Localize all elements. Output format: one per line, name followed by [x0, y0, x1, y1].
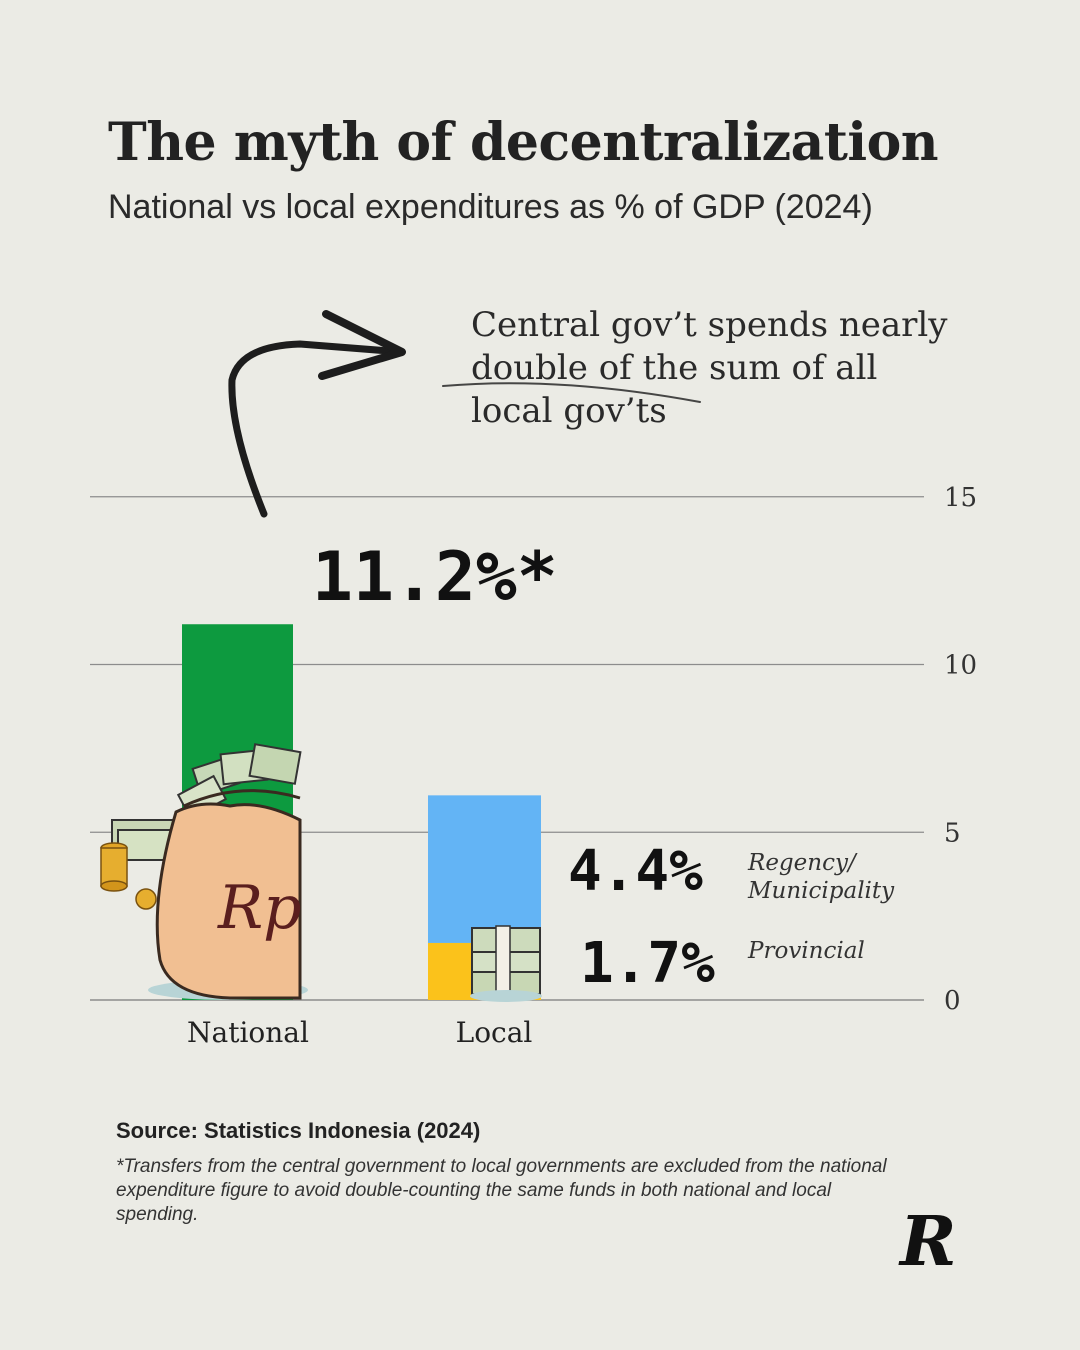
segment-label-regency-2: Municipality: [747, 878, 895, 904]
callout-line-1: Central gov’t spends nearly: [471, 305, 948, 345]
y-tick-label-10: 10: [944, 651, 977, 681]
y-tick-label-0: 0: [944, 986, 961, 1016]
chart-title: The myth of decentralization: [108, 112, 939, 173]
callout-line-3: local gov’ts: [471, 391, 667, 431]
money-bag-icon: Rp: [111, 743, 308, 1000]
segment-label-regency-1: Regency/: [747, 850, 858, 876]
data-label-provincial: 1.7%: [580, 931, 715, 996]
arrow-annotation: [228, 310, 701, 518]
chart-subtitle: National vs local expenditures as % of G…: [108, 188, 873, 226]
cash-stack-icon: [470, 925, 542, 1002]
category-label-local: Local: [456, 1016, 533, 1049]
data-label-regency: 4.4%: [568, 839, 703, 904]
y-tick-label-5: 5: [944, 818, 961, 848]
bar-local-regency: [428, 795, 541, 943]
svg-text:Rp: Rp: [217, 873, 302, 943]
category-label-national: National: [187, 1016, 309, 1049]
coin-stack-icon: [100, 842, 157, 910]
callout-line-2: double of the sum of all: [471, 348, 878, 388]
callout-annotation: Central gov’t spends nearly double of th…: [471, 304, 971, 433]
y-tick-label-15: 15: [944, 483, 977, 513]
data-label-national: 11.2%*: [312, 538, 558, 617]
segment-label-provincial: Provincial: [747, 938, 865, 964]
source-note: Source: Statistics Indonesia (2024): [116, 1118, 481, 1143]
footnote: *Transfers from the central government t…: [116, 1156, 887, 1225]
brand-logo: R: [900, 1202, 957, 1282]
